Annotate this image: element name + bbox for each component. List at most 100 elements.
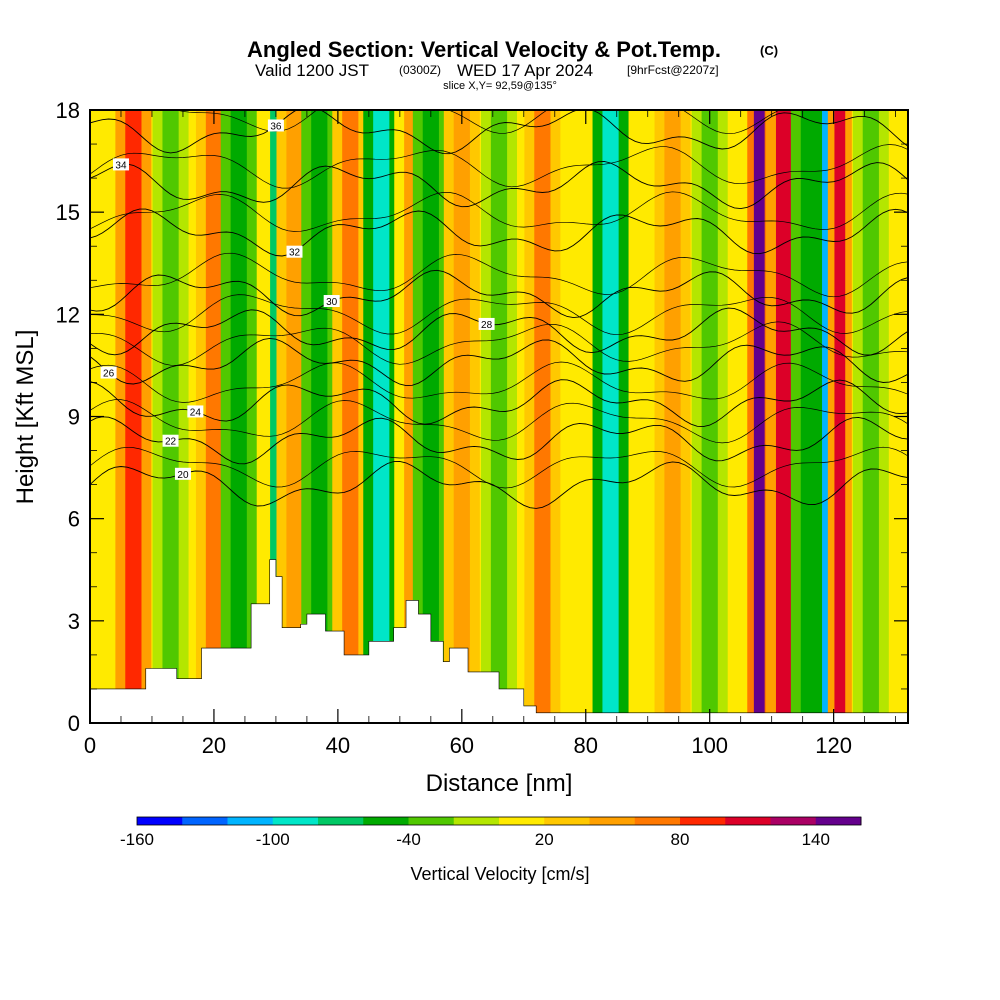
colorbar-swatch-7	[453, 817, 500, 825]
theta-contour-minor-26	[90, 321, 908, 366]
colorbar-frame	[136, 816, 862, 826]
contour-label-32: 32	[289, 248, 301, 259]
colorbar-tick-140: 140	[802, 830, 830, 849]
slice-info: slice X,Y= 92,59@135°	[443, 80, 557, 92]
y-tick-label-3: 3	[68, 609, 80, 634]
velocity-field	[115, 110, 889, 723]
contour-label-bg-32	[286, 245, 303, 258]
contour-label-bg-24	[187, 405, 204, 418]
theta-contour-32	[90, 208, 908, 257]
colorbar-swatch-5	[363, 817, 409, 825]
y-tick-label-18: 18	[56, 98, 80, 123]
contour-label-22: 22	[165, 437, 177, 448]
x-tick-label-0: 0	[84, 733, 96, 758]
x-tick-label-100: 100	[691, 733, 728, 758]
theta-contour-minor-20	[90, 446, 908, 489]
colorbar-swatch-0	[137, 817, 183, 825]
subtitle-valid-time: Valid 1200 JST	[255, 61, 369, 80]
velocity-column-3	[230, 110, 247, 723]
colorbar-swatch-11	[634, 817, 681, 825]
y-axis-label: Height [Kft MSL]	[12, 330, 39, 505]
velocity-column-14	[602, 110, 619, 723]
contour-label-36: 36	[270, 121, 282, 132]
colorbar-swatch-4	[318, 817, 364, 825]
colorbar-swatch-6	[408, 817, 455, 825]
x-tick-label-40: 40	[326, 733, 350, 758]
velocity-column-0	[125, 110, 142, 723]
theta-contour-28	[90, 307, 908, 356]
velocity-column-1	[162, 110, 179, 723]
subtitle-forecast: [9hrFcst@2207z]	[627, 63, 719, 77]
theta-contour-minor-24	[90, 361, 908, 403]
theta-contour-20	[90, 460, 908, 509]
contour-label-28: 28	[481, 320, 493, 331]
velocity-column-19	[800, 110, 817, 723]
colorbar-swatch-3	[272, 817, 319, 825]
chart-subtitle: Valid 1200 JST (0300Z) WED 17 Apr 2024 […	[255, 61, 719, 80]
theta-contour-26	[90, 337, 908, 387]
colorbar-swatch-9	[544, 817, 590, 825]
contour-label-bg-28	[478, 317, 495, 330]
theta-contour-minor-28	[90, 294, 908, 336]
theta-contour-minor-22	[90, 399, 908, 444]
contour-label-30: 30	[326, 297, 338, 308]
x-tick-label-20: 20	[202, 733, 226, 758]
colorbar-swatch-13	[725, 817, 771, 825]
y-tick-label-12: 12	[56, 302, 80, 327]
chart-title-unit: (C)	[760, 43, 778, 58]
velocity-column-11	[453, 110, 470, 723]
colorbar-swatch-15	[815, 817, 862, 825]
contour-label-bg-22	[162, 434, 179, 447]
theta-contour-30	[90, 269, 908, 319]
contour-label-bg-26	[100, 366, 117, 379]
colorbar-swatch-8	[499, 817, 545, 825]
x-tick-label-120: 120	[815, 733, 852, 758]
y-tick-label-9: 9	[68, 405, 80, 430]
contour-label-24: 24	[190, 407, 202, 418]
theta-contour-minor-32	[90, 191, 908, 232]
theta-contours	[90, 110, 908, 509]
theta-contour-34	[90, 161, 908, 210]
velocity-column-12	[490, 110, 508, 723]
colorbar-tick--160: -160	[120, 830, 154, 849]
theta-contour-minor-34	[90, 144, 908, 189]
velocity-column-7	[342, 110, 359, 723]
x-tick-label-60: 60	[450, 733, 474, 758]
velocity-column-13	[534, 110, 551, 723]
y-tick-label-15: 15	[56, 200, 80, 225]
y-tick-label-0: 0	[68, 711, 80, 736]
colorbar-swatch-14	[770, 817, 817, 825]
velocity-column-6	[311, 110, 328, 723]
theta-contour-24	[90, 379, 908, 428]
contour-label-20: 20	[177, 470, 189, 481]
chart-title: Angled Section: Vertical Velocity & Pot.…	[247, 37, 721, 62]
colorbar-swatch-2	[227, 817, 274, 825]
velocity-column-17	[753, 110, 765, 723]
contour-label-34: 34	[115, 160, 127, 171]
contour-label-bg-20	[174, 467, 191, 480]
colorbar-swatch-12	[680, 817, 726, 825]
subtitle-date: WED 17 Apr 2024	[457, 61, 593, 80]
colorbar-tick--100: -100	[256, 830, 290, 849]
contour-label-bg-34	[112, 158, 129, 171]
velocity-column-15	[664, 110, 681, 723]
theta-contour-22	[90, 416, 908, 465]
x-axis-label: Distance [nm]	[426, 770, 573, 797]
colorbar-tick-80: 80	[671, 830, 690, 849]
velocity-column-22	[862, 110, 879, 723]
theta-contour-minor-30	[90, 252, 908, 298]
terrain-mask	[89, 559, 909, 724]
subtitle-zulu-time: (0300Z)	[399, 63, 441, 77]
colorbar-tick-20: 20	[535, 830, 554, 849]
colorbar-swatch-1	[182, 817, 228, 825]
velocity-column-20	[822, 110, 833, 723]
velocity-column-5	[286, 110, 303, 723]
velocity-column-10	[422, 110, 439, 723]
contour-label-26: 26	[103, 369, 115, 380]
contour-label-bg-30	[323, 295, 340, 308]
contour-labels: 20 22 24 26 28 30 32 34 36	[100, 119, 495, 481]
velocity-column-18	[775, 110, 793, 723]
